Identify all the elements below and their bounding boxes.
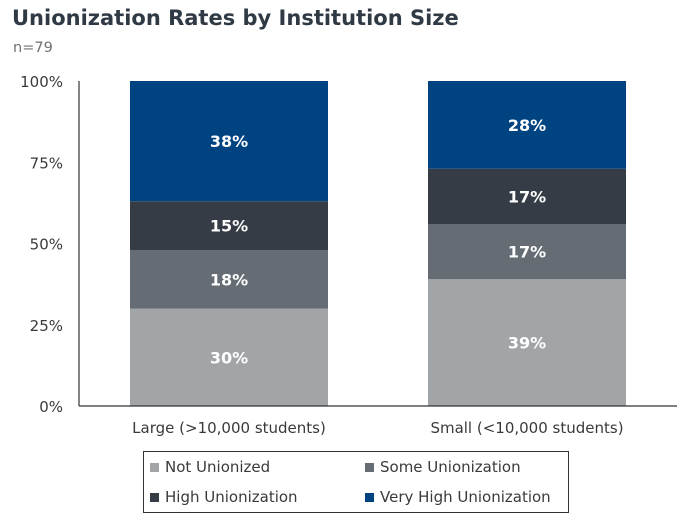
bar-segment-high-unionization xyxy=(130,201,328,250)
legend-label-high-unionization: High Unionization xyxy=(165,488,298,506)
legend-label-very-high-unionization: Very High Unionization xyxy=(380,488,551,506)
y-tick-label: 75% xyxy=(30,154,63,172)
data-label-very-high-unionization: 28% xyxy=(508,116,546,135)
chart-subtitle: n=79 xyxy=(13,40,53,56)
data-label-high-unionization: 17% xyxy=(508,187,546,206)
legend-swatch-some-unionization xyxy=(365,462,374,472)
stacked-bar-chart: 30% 18% 15% 38% 39% 17% 17% 28% Large (>10,000 … xyxy=(20,73,677,437)
bar-segment-not-unionized xyxy=(428,279,626,406)
y-tick-label: 50% xyxy=(30,236,63,254)
legend-swatch-high-unionization xyxy=(150,492,159,502)
bar-segment-some-unionization xyxy=(130,250,328,309)
y-tick-label: 0% xyxy=(39,398,63,416)
bar-segment-not-unionized xyxy=(130,308,328,406)
data-label-not-unionized: 39% xyxy=(508,334,546,353)
legend-swatch-not-unionized xyxy=(150,462,159,472)
data-label-very-high-unionization: 38% xyxy=(210,132,248,151)
data-label-not-unionized: 30% xyxy=(210,348,248,367)
legend-swatch-very-high-unionization xyxy=(365,492,374,502)
bar-segment-very-high-unionization xyxy=(428,81,626,169)
legend-label-some-unionization: Some Unionization xyxy=(380,458,521,476)
data-label-some-unionization: 17% xyxy=(508,243,546,262)
legend-item-some-unionization: Some Unionization xyxy=(365,458,521,476)
bar-segment-very-high-unionization xyxy=(130,81,328,202)
data-label-high-unionization: 15% xyxy=(210,217,248,236)
legend-label-not-unionized: Not Unionized xyxy=(165,458,271,476)
legend-item-high-unionization: High Unionization xyxy=(150,488,298,506)
legend-item-very-high-unionization: Very High Unionization xyxy=(365,488,551,506)
data-label-some-unionization: 18% xyxy=(210,270,248,289)
y-tick-label: 100% xyxy=(20,73,63,91)
legend: Not Unionized Some Unionization High Uni… xyxy=(143,451,569,513)
x-tick-label: Large (>10,000 students) xyxy=(132,419,326,437)
bar-segment-high-unionization xyxy=(428,168,626,224)
legend-item-not-unionized: Not Unionized xyxy=(150,458,270,476)
bar-segment-some-unionization xyxy=(428,224,626,280)
y-tick-label: 25% xyxy=(30,317,63,335)
x-tick-label: Small (<10,000 students) xyxy=(430,419,623,437)
chart-title: Unionization Rates by Institution Size xyxy=(12,6,459,30)
